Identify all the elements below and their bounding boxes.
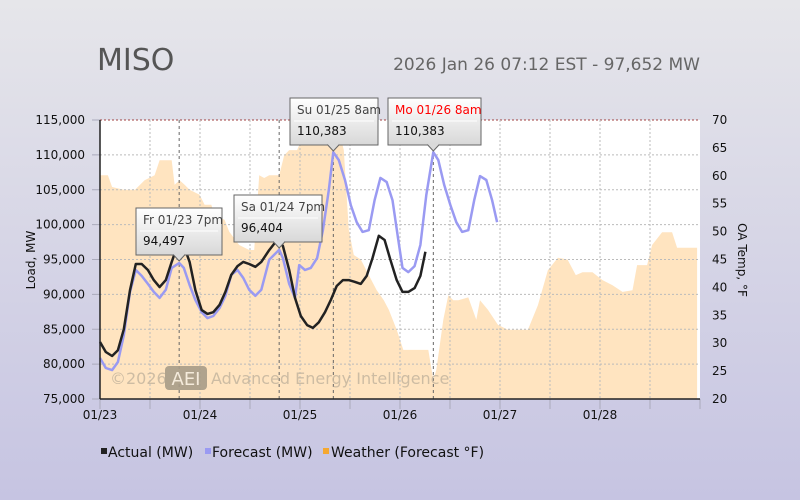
y-tick-label: 100,000 [35,218,85,232]
tooltip: Sa 01/24 7pm 96,404 [233,194,325,249]
y2-tick-label: 50 [712,225,727,239]
y2-axis-label: OA Temp, °F [735,223,749,297]
tooltip-pointer-icon [272,241,286,249]
y2-tick-label: 55 [712,197,727,211]
tooltip: Su 01/25 8am 110,383 [289,97,381,152]
y-tick-label: 75,000 [43,392,85,406]
y-tick-label: 105,000 [35,183,85,197]
watermark-company: Advanced Energy Intelligence [211,369,449,388]
tooltip-pointer-icon [426,144,440,152]
tooltip-label: Su 01/25 8am [297,103,381,117]
tooltip-label: Sa 01/24 7pm [241,200,325,214]
tooltip-value: 96,404 [241,221,283,235]
y2-tick-label: 65 [712,141,727,155]
x-tick-label: 01/26 [383,408,418,422]
y2-tick-label: 60 [712,169,727,183]
legend-actual[interactable]: Actual (MW) [108,445,193,461]
tooltip-value: 110,383 [297,124,347,138]
legend-swatch-weather [323,448,329,454]
y2-tick-label: 45 [712,253,727,267]
tooltip: Mo 01/26 8am 110,383 [387,97,482,152]
x-tick-label: 01/25 [283,408,318,422]
tooltip-label: Fr 01/23 7pm [143,213,223,227]
y-axis-label: Load, MW [24,231,38,290]
tooltip-pointer-icon [172,254,186,262]
y-tick-label: 80,000 [43,357,85,371]
y2-tick-label: 70 [712,113,727,127]
y-tick-label: 85,000 [43,322,85,336]
legend-swatch-actual [101,448,107,454]
tooltip-pointer-icon [326,144,340,152]
legend-weather[interactable]: Weather (Forecast °F) [331,445,484,461]
y-tick-label: 90,000 [43,287,85,301]
y2-tick-label: 30 [712,336,727,350]
actual-line [98,234,427,358]
aei-logo [165,366,207,390]
legend: Actual (MW) Forecast (MW) Weather (Forec… [101,445,484,461]
y2-tick-label: 25 [712,364,727,378]
watermark-copyright: ©2026 [110,369,167,388]
watermark-logo: AEI [172,369,201,390]
x-tick-label: 01/24 [183,408,218,422]
y2-tick-label: 40 [712,280,727,294]
watermark: ©2026 AEI Advanced Energy Intelligence [110,366,449,390]
current-status: 2026 Jan 26 07:12 EST - 97,652 MW [393,55,700,75]
x-tick-label: 01/27 [483,408,518,422]
tooltip-label: Mo 01/26 8am [395,103,482,117]
legend-forecast[interactable]: Forecast (MW) [212,445,313,461]
tooltip-value: 94,497 [143,234,185,248]
y-tick-label: 95,000 [43,253,85,267]
tooltip: Fr 01/23 7pm 94,497 [135,207,223,262]
forecast-line [98,150,499,372]
y-tick-label: 115,000 [35,113,85,127]
y-tick-label: 110,000 [35,148,85,162]
page-title: MISO [97,43,174,78]
x-tick-label: 01/23 [83,408,118,422]
legend-swatch-forecast [205,448,211,454]
y2-tick-label: 20 [712,392,727,406]
tooltip-value: 110,383 [395,124,445,138]
x-tick-label: 01/28 [583,408,618,422]
y2-tick-label: 35 [712,308,727,322]
